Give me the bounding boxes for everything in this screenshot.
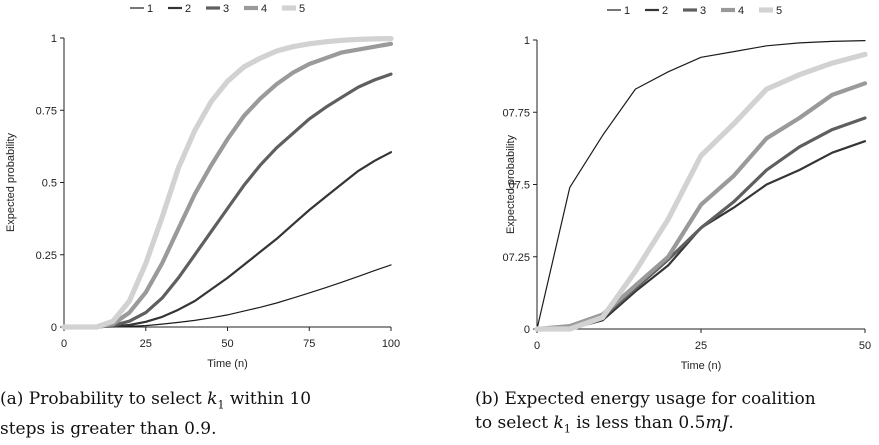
caption-b-line2: to select k1 is less than 0.5mJ. <box>475 411 879 441</box>
x-axis-title: Time (n) <box>681 360 722 372</box>
caption-a-line2: steps is greater than 0.9. <box>0 419 217 440</box>
caption-b-var: k <box>553 413 564 433</box>
legend-label-3: 3 <box>223 3 229 15</box>
legend-label-5: 5 <box>776 5 782 17</box>
caption-a-rest: within 10 <box>224 389 312 409</box>
x-tick-label: 75 <box>303 338 315 350</box>
series-line-2 <box>62 151 393 329</box>
x-tick-label: 50 <box>221 338 233 350</box>
y-tick-label: 1 <box>524 35 530 47</box>
y-tick-label: 0 <box>524 324 530 336</box>
legend-label-1: 1 <box>147 3 153 15</box>
series-line-5 <box>61 35 394 330</box>
series-line-3 <box>62 72 393 329</box>
y-tick-label: 07.5 <box>509 180 530 192</box>
y-tick-label: 1 <box>51 33 57 45</box>
y-axis-title: Expected probability <box>5 132 17 232</box>
legend-label-2: 2 <box>185 3 191 15</box>
caption-a-sub: 1 <box>217 398 225 412</box>
series-line-4 <box>61 41 394 330</box>
caption-b: (b) Expected energy usage for coalition … <box>475 387 879 441</box>
legend-label-4: 4 <box>261 3 267 15</box>
caption-a: (a) Probability to select k1 within 10 s… <box>0 387 425 441</box>
y-tick-label: 0 <box>51 322 57 334</box>
x-tick-label: 25 <box>140 338 152 350</box>
y-axis-title: Expected probability <box>505 134 517 234</box>
x-tick-label: 100 <box>382 338 400 350</box>
caption-a-var: k <box>207 389 218 409</box>
caption-b-line1: (b) Expected energy usage for coalition <box>475 389 816 409</box>
series-line-3 <box>535 116 867 331</box>
caption-b-unit: mJ <box>705 413 729 433</box>
caption-b-sub: 1 <box>563 422 571 436</box>
y-tick-label: 07.75 <box>502 107 530 119</box>
caption-a-line1: (a) Probability to select k1 within 10 <box>0 387 425 417</box>
legend-label-4: 4 <box>738 5 744 17</box>
x-tick-label: 0 <box>534 340 540 352</box>
y-tick-label: 07.25 <box>502 252 530 264</box>
legend-label-1: 1 <box>624 5 630 17</box>
caption-b-end: . <box>728 413 734 433</box>
x-tick-label: 0 <box>61 338 67 350</box>
series-line-5 <box>534 51 868 332</box>
caption-a-tag: (a) Probability to select <box>0 389 208 409</box>
legend-label-3: 3 <box>700 5 706 17</box>
caption-b-pre: to select <box>475 413 554 433</box>
y-tick-label: 0.5 <box>42 178 57 190</box>
x-axis-title: Time (n) <box>207 358 248 370</box>
y-tick-label: 0.25 <box>36 250 57 262</box>
series-line-4 <box>534 81 868 332</box>
series-line-2 <box>535 140 867 331</box>
legend-label-2: 2 <box>662 5 668 17</box>
y-tick-label: 0.75 <box>36 105 57 117</box>
legend-label-5: 5 <box>299 3 305 15</box>
series-line-1 <box>536 39 866 330</box>
x-tick-label: 25 <box>695 340 707 352</box>
x-tick-label: 50 <box>859 340 871 352</box>
caption-b-mid: is less than 0.5 <box>570 413 706 433</box>
